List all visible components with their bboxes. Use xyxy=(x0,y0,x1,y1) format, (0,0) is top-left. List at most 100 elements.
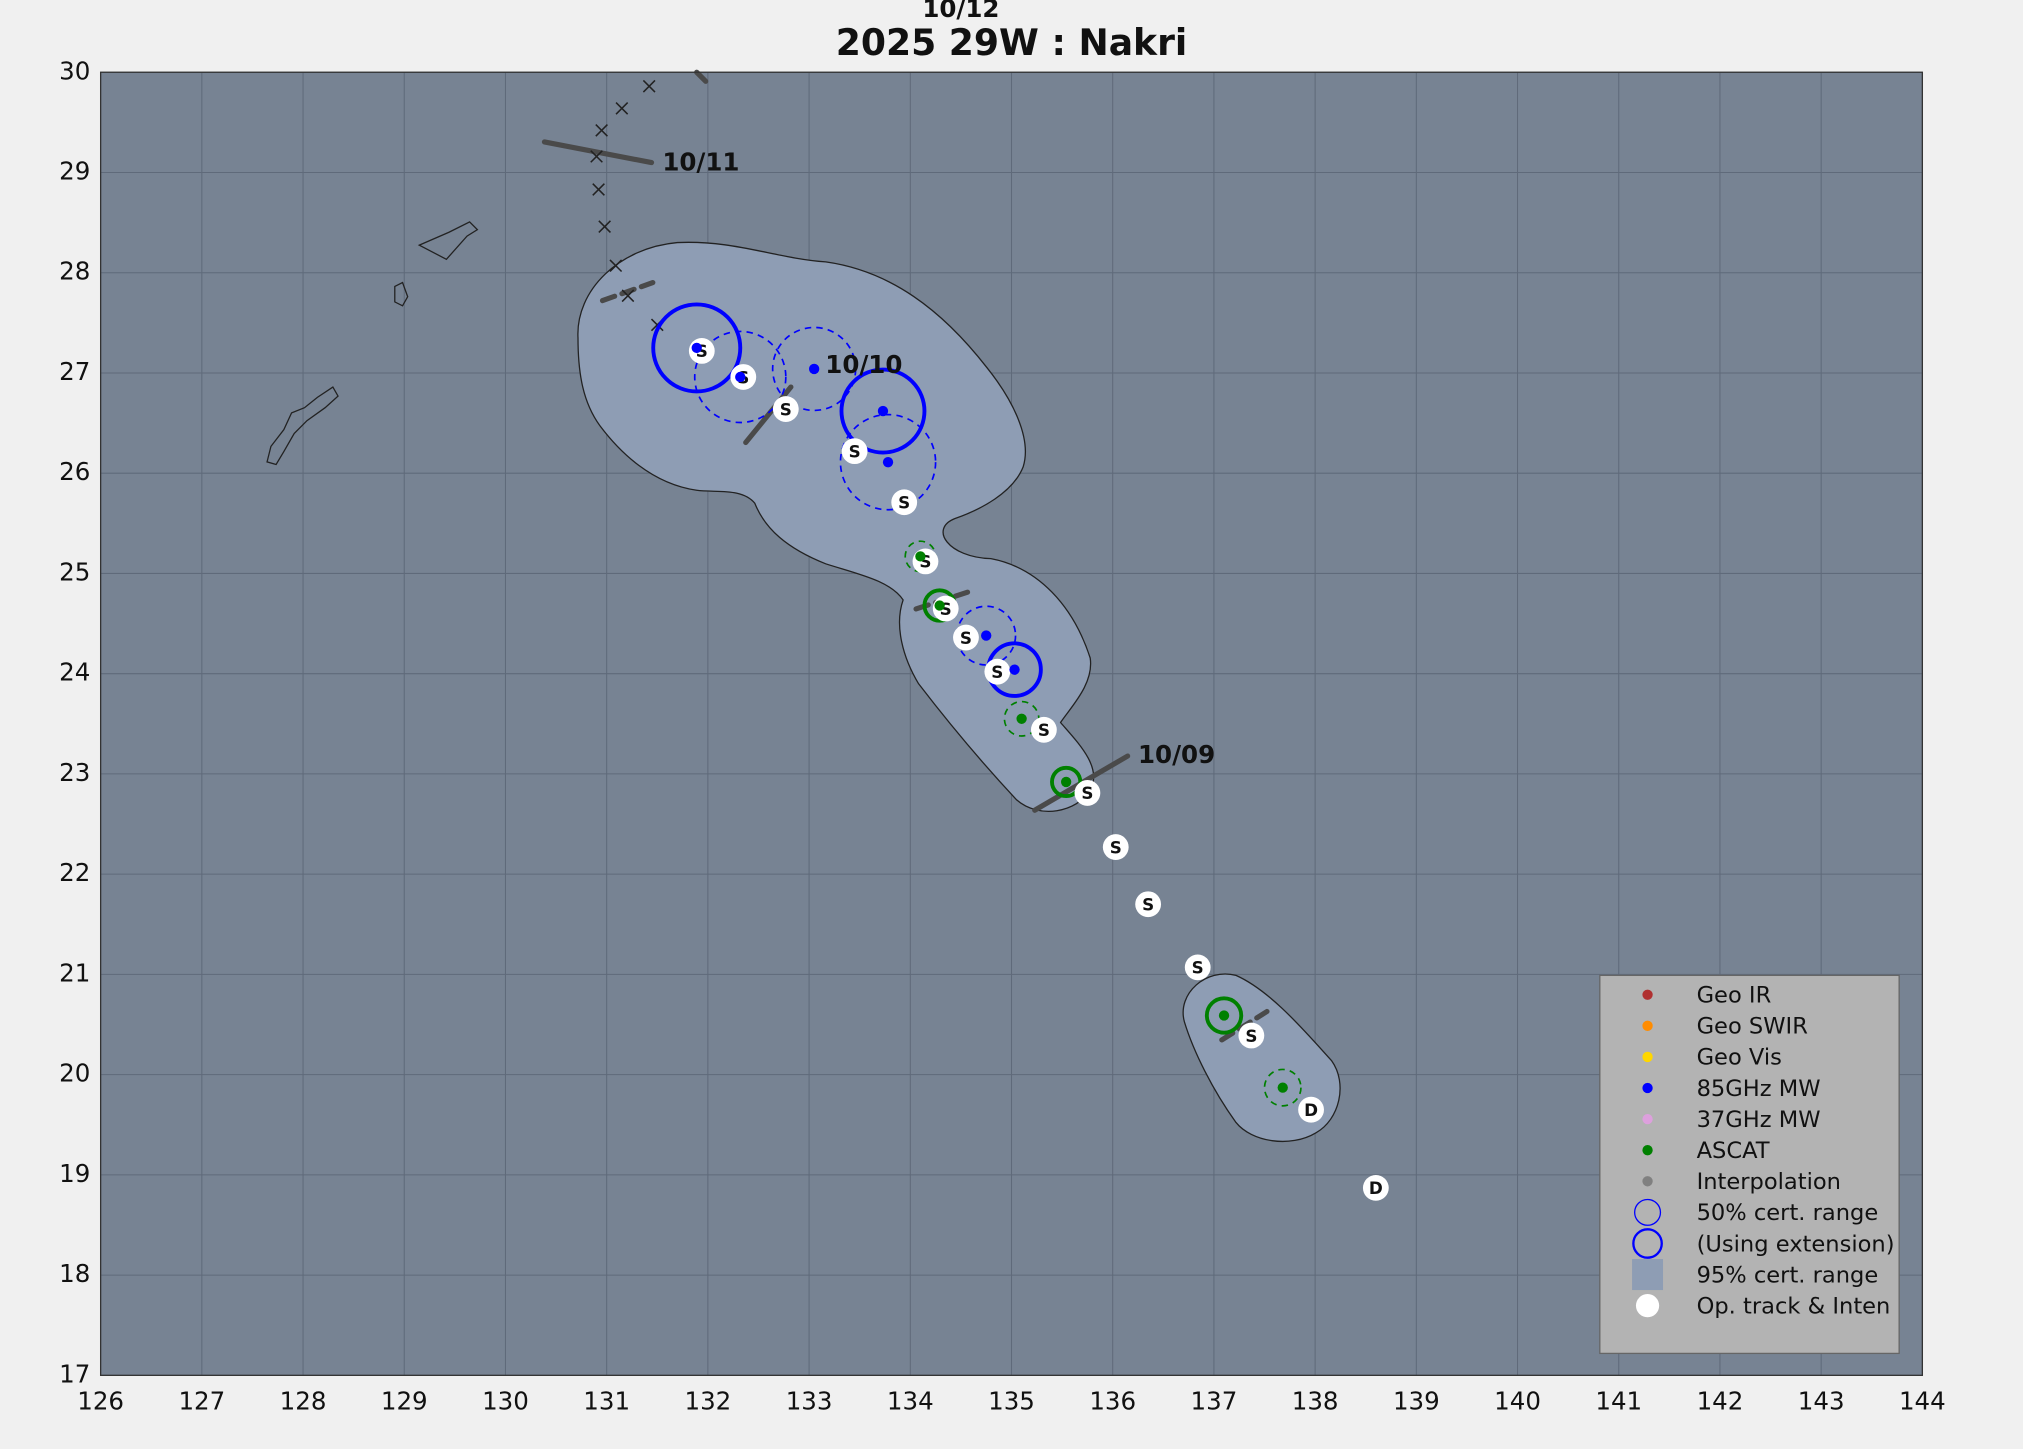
legend-label: 95% cert. range xyxy=(1697,1262,1879,1288)
fix-point xyxy=(735,371,746,383)
track-point xyxy=(953,624,979,651)
legend-box xyxy=(1599,974,1900,1355)
fix-point xyxy=(934,600,945,611)
legend-marker xyxy=(1642,1176,1653,1187)
y-tick-label: 22 xyxy=(59,858,90,887)
intensity-label: S xyxy=(960,628,972,648)
intensity-label: S xyxy=(780,399,792,419)
track-point xyxy=(1074,780,1101,806)
legend-label: Geo SWIR xyxy=(1697,1014,1809,1040)
history-point xyxy=(592,183,605,196)
track-point xyxy=(1030,716,1057,743)
intensity-label: S xyxy=(1245,1026,1257,1046)
track-point xyxy=(772,396,799,422)
chart-title: 2025 29W : Nakri xyxy=(836,21,1188,64)
cert-ring xyxy=(1204,996,1244,1035)
legend-label: (Using extension) xyxy=(1697,1231,1895,1257)
history-point xyxy=(595,124,608,137)
date-label: 10/09 xyxy=(1138,740,1215,769)
legend-marker xyxy=(1632,1228,1663,1259)
x-tick-label: 130 xyxy=(482,1386,529,1415)
track-point xyxy=(1184,954,1211,981)
legend-label: Geo IR xyxy=(1697,983,1772,1009)
x-tick-label: 127 xyxy=(178,1386,225,1415)
y-tick-label: 24 xyxy=(59,658,90,687)
x-tick-label: 137 xyxy=(1191,1386,1238,1415)
island xyxy=(266,386,339,466)
plot-frame xyxy=(99,71,1924,1376)
track-point xyxy=(1362,1174,1389,1201)
x-tick-label: 128 xyxy=(280,1386,327,1415)
x-tick-label: 129 xyxy=(381,1386,428,1415)
legend-label: ASCAT xyxy=(1697,1138,1770,1164)
legend-label: Geo Vis xyxy=(1697,1045,1782,1071)
track-point xyxy=(1238,1022,1265,1049)
legend-marker xyxy=(1642,1051,1653,1063)
date-tick xyxy=(694,69,709,84)
fix-point xyxy=(915,551,926,562)
intensity-label: S xyxy=(898,493,910,513)
fix-point xyxy=(691,342,702,354)
x-tick-label: 135 xyxy=(988,1386,1035,1415)
cert-ring xyxy=(1050,765,1083,799)
fix-point xyxy=(1218,1010,1230,1021)
fix-point xyxy=(1009,664,1020,675)
y-tick-label: 25 xyxy=(59,557,90,586)
fix-point xyxy=(1016,713,1027,724)
island xyxy=(394,281,409,307)
y-tick-label: 23 xyxy=(59,758,90,787)
history-point xyxy=(598,220,611,233)
x-tick-label: 138 xyxy=(1292,1386,1339,1415)
y-tick-label: 17 xyxy=(59,1359,90,1388)
legend-label: 50% cert. range xyxy=(1697,1200,1879,1226)
y-tick-label: 29 xyxy=(59,156,90,185)
x-tick-label: 140 xyxy=(1494,1386,1541,1415)
y-tick-label: 19 xyxy=(59,1159,90,1188)
cert-ring xyxy=(693,330,787,424)
fix-point xyxy=(877,405,889,417)
legend-marker xyxy=(1642,1113,1653,1125)
legend-marker xyxy=(1632,1259,1664,1291)
date-tick xyxy=(743,384,794,446)
x-tick-label: 126 xyxy=(77,1386,124,1415)
history-point xyxy=(615,101,629,115)
y-tick-label: 30 xyxy=(59,56,90,85)
x-tick-label: 134 xyxy=(887,1386,934,1415)
y-tick-label: 21 xyxy=(59,958,90,987)
cert-area-shape xyxy=(577,241,1095,812)
intensity-label: D xyxy=(1369,1178,1383,1198)
x-tick-label: 131 xyxy=(583,1386,630,1415)
y-tick-label: 26 xyxy=(59,457,90,486)
intensity-label: S xyxy=(1110,837,1122,857)
history-point xyxy=(621,289,635,303)
date-label: 10/10 xyxy=(825,350,902,379)
intensity-label: D xyxy=(1304,1100,1318,1120)
legend-marker xyxy=(1634,1198,1662,1226)
x-tick-label: 136 xyxy=(1089,1386,1136,1415)
fix-point xyxy=(1060,776,1072,788)
intensity-label: S xyxy=(1142,895,1154,915)
track-point xyxy=(984,658,1011,685)
date-label: 10/12 xyxy=(922,0,999,23)
x-tick-label: 133 xyxy=(786,1386,833,1415)
track-point xyxy=(1135,891,1162,918)
islands xyxy=(266,221,479,466)
intensity-label: S xyxy=(991,662,1003,682)
y-tick-label: 18 xyxy=(59,1259,90,1288)
fix-point xyxy=(1277,1082,1288,1093)
date-marks xyxy=(541,69,1270,1043)
legend-marker xyxy=(1642,1020,1653,1031)
y-tick-label: 28 xyxy=(59,257,90,286)
intensity-label: S xyxy=(849,441,861,461)
cert-ring xyxy=(956,605,1017,666)
date-tick xyxy=(599,279,656,304)
track-point xyxy=(891,489,918,516)
track-point xyxy=(1298,1096,1324,1123)
intensity-label: S xyxy=(1038,720,1050,740)
fix-point xyxy=(882,457,894,468)
intensity-label: S xyxy=(1192,958,1204,978)
history-point xyxy=(609,259,623,273)
cert-ring xyxy=(839,413,937,511)
